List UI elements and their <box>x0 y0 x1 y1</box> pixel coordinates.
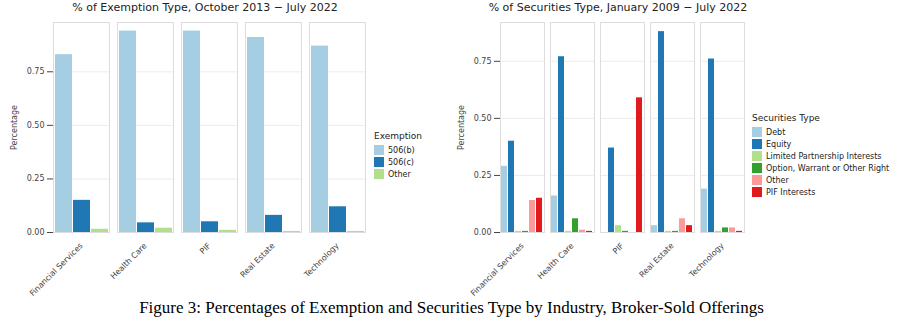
html-text:PIF Interests: PIF Interests <box>766 187 816 197</box>
svg-text:PIF: PIF <box>611 241 626 256</box>
svg-text:0.25: 0.25 <box>27 174 45 183</box>
svg-text:Percentage: Percentage <box>457 105 466 150</box>
html-text:Figure 3: Percentages of Exemp: Figure 3: Percentages of Exemption and S… <box>139 298 764 317</box>
svg-text:Health Care: Health Care <box>536 241 576 281</box>
html-text:Limited Partnership Interests: Limited Partnership Interests <box>766 151 882 161</box>
svg-text:Technology: Technology <box>302 241 341 280</box>
svg-text:Real Estate: Real Estate <box>238 241 276 279</box>
svg-text:0.00: 0.00 <box>474 228 492 237</box>
html-text:Securities Type: Securities Type <box>752 113 820 123</box>
html-text:Equity: Equity <box>766 139 792 149</box>
html-text:506(b): 506(b) <box>388 145 415 155</box>
html-text:506(c): 506(c) <box>388 157 414 167</box>
svg-text:0.25: 0.25 <box>474 171 492 180</box>
html-text:Exemption: Exemption <box>374 131 422 141</box>
svg-text:Financial Services: Financial Services <box>28 241 85 296</box>
html-text:% of Exemption Type, October 2: % of Exemption Type, October 2013 − July… <box>72 1 338 14</box>
svg-text:0.50: 0.50 <box>27 121 45 130</box>
html-text:Other: Other <box>766 175 789 185</box>
svg-text:PIF: PIF <box>198 241 213 256</box>
html-text:Other: Other <box>388 169 411 179</box>
svg-text:Real Estate: Real Estate <box>637 241 675 279</box>
svg-text:0.75: 0.75 <box>474 57 492 66</box>
svg-text:0.75: 0.75 <box>27 67 45 76</box>
svg-text:Health Care: Health Care <box>109 241 149 281</box>
svg-text:0.50: 0.50 <box>474 114 492 123</box>
html-text:Option, Warrant or Other Right: Option, Warrant or Other Right <box>766 163 890 173</box>
svg-text:Technology: Technology <box>687 241 726 280</box>
svg-text:Percentage: Percentage <box>10 105 19 150</box>
html-text:% of Securities Type, January: % of Securities Type, January 2009 − Jul… <box>488 1 748 14</box>
svg-text:Financial Services: Financial Services <box>469 241 526 296</box>
svg-text:0.00: 0.00 <box>27 228 45 237</box>
html-text:Debt: Debt <box>766 127 786 137</box>
